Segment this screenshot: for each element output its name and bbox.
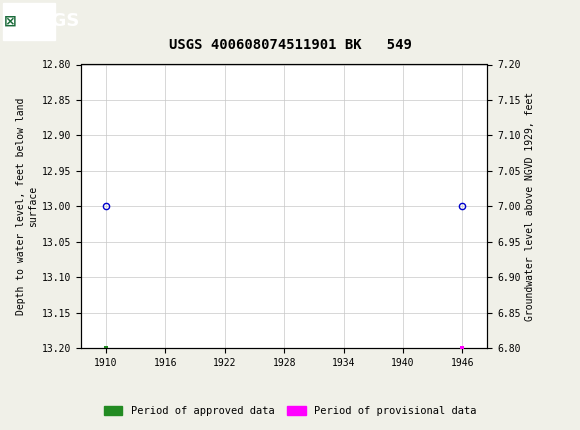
Text: USGS 400608074511901 BK   549: USGS 400608074511901 BK 549 bbox=[169, 38, 411, 52]
Bar bbox=[3, 3, 55, 40]
Text: ⊠: ⊠ bbox=[4, 14, 17, 29]
Text: USGS: USGS bbox=[24, 12, 79, 31]
Legend: Period of approved data, Period of provisional data: Period of approved data, Period of provi… bbox=[99, 402, 481, 421]
Y-axis label: Groundwater level above NGVD 1929, feet: Groundwater level above NGVD 1929, feet bbox=[524, 92, 535, 321]
Y-axis label: Depth to water level, feet below land
surface: Depth to water level, feet below land su… bbox=[16, 98, 38, 315]
